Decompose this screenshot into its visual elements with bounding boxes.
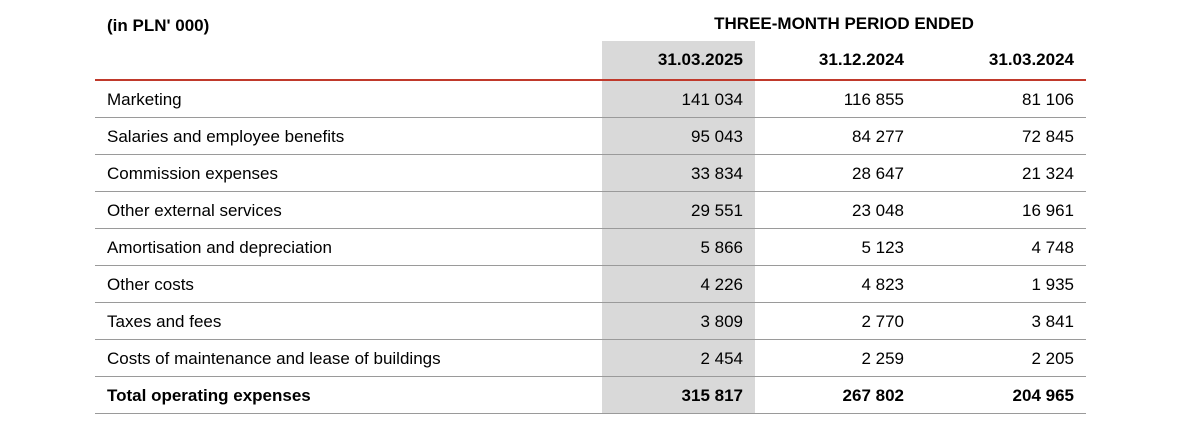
total-value: 267 802 — [842, 386, 904, 405]
cell-value: 1 935 — [1031, 275, 1074, 294]
table-row: Costs of maintenance and lease of buildi… — [95, 340, 1086, 377]
row-label: Costs of maintenance and lease of buildi… — [107, 349, 441, 368]
period-header: THREE-MONTH PERIOD ENDED — [714, 14, 974, 33]
cell-value: 81 106 — [1022, 90, 1074, 109]
cell-value: 4 748 — [1031, 238, 1074, 257]
cell-value: 3 809 — [700, 312, 743, 331]
cell-value: 33 834 — [691, 164, 743, 183]
table-row: Other external services 29 551 23 048 16… — [95, 192, 1086, 229]
unit-label: (in PLN' 000) — [107, 16, 210, 35]
cell-value: 2 770 — [861, 312, 904, 331]
cell-value: 23 048 — [852, 201, 904, 220]
row-label: Taxes and fees — [107, 312, 222, 331]
header-divider — [95, 79, 1086, 81]
total-row: Total operating expenses 315 817 267 802… — [95, 377, 1086, 414]
cell-value: 2 205 — [1031, 349, 1074, 368]
row-label: Marketing — [107, 90, 182, 109]
cell-value: 4 226 — [700, 275, 743, 294]
column-header-31-03-2024: 31.03.2024 — [988, 50, 1074, 69]
table-row: Taxes and fees 3 809 2 770 3 841 — [95, 303, 1086, 340]
cell-value: 28 647 — [852, 164, 904, 183]
row-label: Other external services — [107, 201, 282, 220]
cell-value: 3 841 — [1031, 312, 1074, 331]
table-row: Salaries and employee benefits 95 043 84… — [95, 118, 1086, 155]
row-label: Commission expenses — [107, 164, 279, 183]
cell-value: 72 845 — [1022, 127, 1074, 146]
table-body: Marketing 141 034 116 855 81 106 Salarie… — [95, 81, 1086, 414]
cell-value: 95 043 — [691, 127, 743, 146]
cell-value: 116 855 — [843, 90, 904, 109]
table-row: Other costs 4 226 4 823 1 935 — [95, 266, 1086, 303]
cell-value: 2 259 — [861, 349, 904, 368]
table-row: Commission expenses 33 834 28 647 21 324 — [95, 155, 1086, 192]
table-row: Marketing 141 034 116 855 81 106 — [95, 81, 1086, 118]
column-header-31-12-2024: 31.12.2024 — [818, 50, 904, 69]
cell-value: 4 823 — [861, 275, 904, 294]
column-header-31-03-2025: 31.03.2025 — [657, 50, 743, 69]
row-label: Salaries and employee benefits — [107, 127, 345, 146]
total-value: 204 965 — [1012, 386, 1074, 405]
operating-expenses-table: (in PLN' 000) THREE-MONTH PERIOD ENDED 3… — [95, 0, 1086, 426]
total-label: Total operating expenses — [107, 386, 311, 405]
cell-value: 2 454 — [700, 349, 743, 368]
cell-value: 5 123 — [861, 238, 904, 257]
cell-value: 141 034 — [681, 90, 743, 109]
row-label: Amortisation and depreciation — [107, 238, 332, 257]
row-label: Other costs — [107, 275, 194, 294]
current-period-highlight — [602, 41, 755, 414]
cell-value: 16 961 — [1022, 201, 1074, 220]
cell-value: 5 866 — [700, 238, 743, 257]
total-value: 315 817 — [681, 386, 743, 405]
table-row: Amortisation and depreciation 5 866 5 12… — [95, 229, 1086, 266]
cell-value: 84 277 — [852, 127, 904, 146]
cell-value: 21 324 — [1022, 164, 1074, 183]
cell-value: 29 551 — [691, 201, 743, 220]
